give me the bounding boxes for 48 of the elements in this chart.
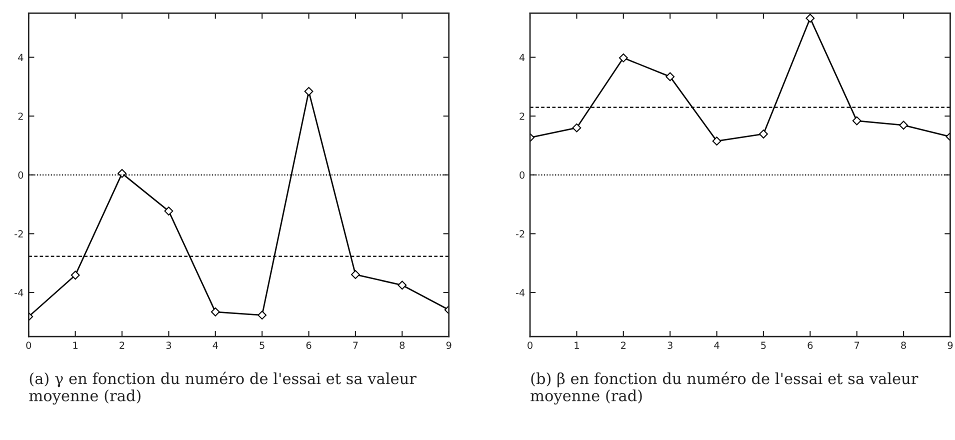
point bbox=[164, 206, 174, 216]
x-tick-label: 3 bbox=[166, 342, 172, 349]
x-tick-label: 1 bbox=[73, 342, 78, 349]
point bbox=[572, 123, 582, 132]
point bbox=[618, 53, 628, 62]
point bbox=[806, 14, 815, 23]
text: (b) β en fonction du numéro de l'essai et sa valeur moyenne (rad) bbox=[530, 372, 918, 405]
x-tick-label: 7 bbox=[353, 342, 358, 349]
x-tick-label: 3 bbox=[668, 342, 672, 349]
x-tick-label: 2 bbox=[120, 342, 124, 349]
x-tick-label: 8 bbox=[901, 342, 906, 349]
x-tick-label: 4 bbox=[714, 342, 720, 349]
text: (a) γ en fonction du numéro de l'essai et sa valeur moyenne (rad) bbox=[29, 372, 416, 405]
y-tick-label: 4 bbox=[519, 54, 525, 61]
x-tick-label: 5 bbox=[761, 342, 766, 349]
y-tick-label: -2 bbox=[516, 230, 524, 238]
x-tick-label: 6 bbox=[306, 342, 312, 349]
point bbox=[70, 270, 80, 280]
x-tick-label: 6 bbox=[808, 342, 813, 349]
y-tick-label: -4 bbox=[14, 289, 24, 296]
point bbox=[304, 86, 314, 96]
x-tick-label: 5 bbox=[260, 342, 264, 349]
point bbox=[899, 120, 908, 130]
point bbox=[712, 136, 722, 146]
point bbox=[351, 270, 360, 280]
y-tick-label: -4 bbox=[516, 289, 525, 296]
point bbox=[398, 280, 407, 290]
x-tick-label: 0 bbox=[26, 342, 32, 349]
x-tick-label: 2 bbox=[621, 342, 626, 349]
x-tick-label: 7 bbox=[854, 342, 860, 349]
point bbox=[759, 130, 768, 138]
y-tick-label: -2 bbox=[14, 230, 23, 238]
y-tick-label: 0 bbox=[18, 171, 24, 179]
y-tick-label: 2 bbox=[18, 112, 23, 120]
point bbox=[210, 307, 220, 316]
point bbox=[852, 116, 862, 126]
y-tick-label: 4 bbox=[18, 54, 24, 61]
point bbox=[258, 310, 267, 320]
y-tick-label: 0 bbox=[520, 171, 525, 179]
x-tick-label: 8 bbox=[400, 342, 405, 349]
x-tick-label: 9 bbox=[948, 342, 953, 349]
x-tick-label: 0 bbox=[528, 342, 532, 349]
point bbox=[118, 168, 126, 178]
y-tick-label: 2 bbox=[520, 112, 524, 120]
x-tick-label: 1 bbox=[574, 342, 579, 349]
x-tick-label: 4 bbox=[212, 342, 218, 349]
x-tick-label: 9 bbox=[446, 342, 452, 349]
point bbox=[666, 72, 675, 82]
